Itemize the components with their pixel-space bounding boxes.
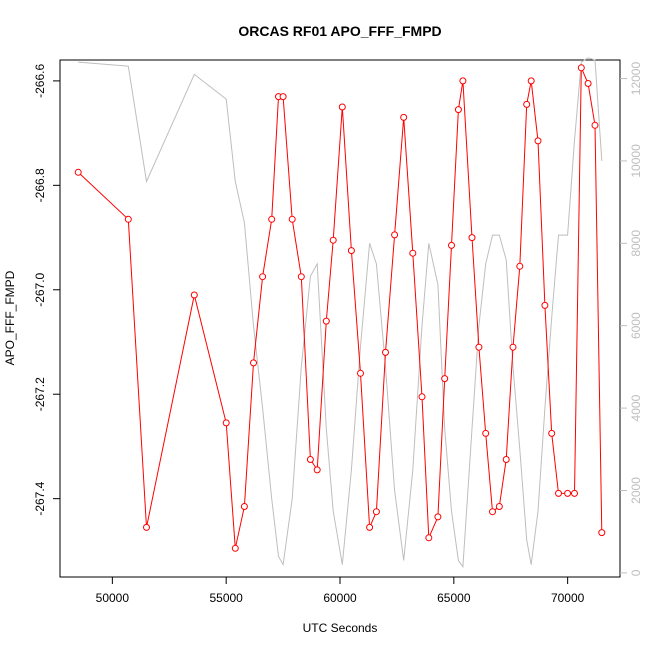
data-point [382,348,389,356]
x-tick-label: 70000 [551,591,585,605]
y-axis-label: APO_FFF_FMPD [3,270,17,365]
chart-title: ORCAS RF01 APO_FFF_FMPD [238,23,441,39]
data-point [584,80,592,87]
data-point [448,241,455,249]
data-point [297,273,305,281]
y-tick-label: -267.0 [33,272,47,306]
data-point [338,103,346,111]
data-point [434,513,442,521]
data-point [523,100,531,108]
x-tick-label: 65000 [437,591,471,605]
data-point [555,489,562,497]
x-tick-label: 50000 [96,591,130,605]
data-point [306,456,314,463]
x-axis-label: UTC Seconds [303,621,378,635]
data-point [527,77,535,85]
right-y-tick-label: 6000 [629,312,643,339]
red-series-line [77,67,603,549]
right-y-tick-label: 2000 [629,477,643,504]
data-point [124,215,132,223]
series-layer [74,57,606,569]
y-tick-label: -266.6 [33,64,47,98]
right-y-tick-label: 8000 [629,230,643,257]
data-point [502,456,510,463]
data-point [468,234,476,242]
data-point [143,523,150,531]
x-tick-label: 60000 [323,591,357,605]
data-point [459,77,467,85]
data-point [231,544,239,552]
data-point [222,419,230,427]
data-point [509,343,517,351]
data-point [489,508,496,516]
data-point [425,534,433,542]
data-point [475,343,483,351]
data-point [313,466,321,474]
data-point [534,137,542,145]
data-point [441,375,449,383]
data-point [74,168,82,176]
data-point [591,121,599,129]
y-axis: -267.4 -267.2 -267.0 -266.8 -266.6 [33,64,60,516]
data-point [564,489,572,497]
data-point [288,215,296,223]
data-point [347,247,355,255]
data-point [279,93,287,101]
data-point [372,508,380,516]
right-y-tick-label: 4000 [629,394,643,421]
data-point [577,64,585,72]
y-tick-label: -267.4 [33,481,47,515]
right-y-tick-label: 12000 [629,62,643,96]
y-tick-label: -266.8 [33,168,47,202]
data-point [482,429,490,437]
data-point [329,236,337,244]
data-point [357,369,364,377]
data-point [418,393,426,401]
data-point [598,529,606,537]
data-point [400,113,408,121]
data-point [516,262,524,270]
data-point [391,231,399,239]
data-point [409,249,417,257]
right-y-tick-label: 10000 [629,144,643,178]
data-point [454,106,462,114]
data-point [250,359,257,367]
right-y-tick-label: 0 [629,569,643,576]
data-point [259,273,267,281]
data-point [366,523,374,531]
data-point [268,215,276,223]
data-point [548,429,556,437]
data-point [571,489,578,497]
right-y-axis: 0 2000 4000 6000 8000 10000 12000 [620,62,643,576]
data-point [190,291,198,299]
x-axis: 50000 55000 60000 65000 70000 [96,577,585,605]
data-point [240,503,248,510]
data-point [541,301,549,309]
data-point [322,317,330,325]
gray-series-line [78,57,603,569]
data-point [495,503,503,510]
x-tick-label: 55000 [209,591,243,605]
y-tick-label: -267.2 [33,377,47,411]
